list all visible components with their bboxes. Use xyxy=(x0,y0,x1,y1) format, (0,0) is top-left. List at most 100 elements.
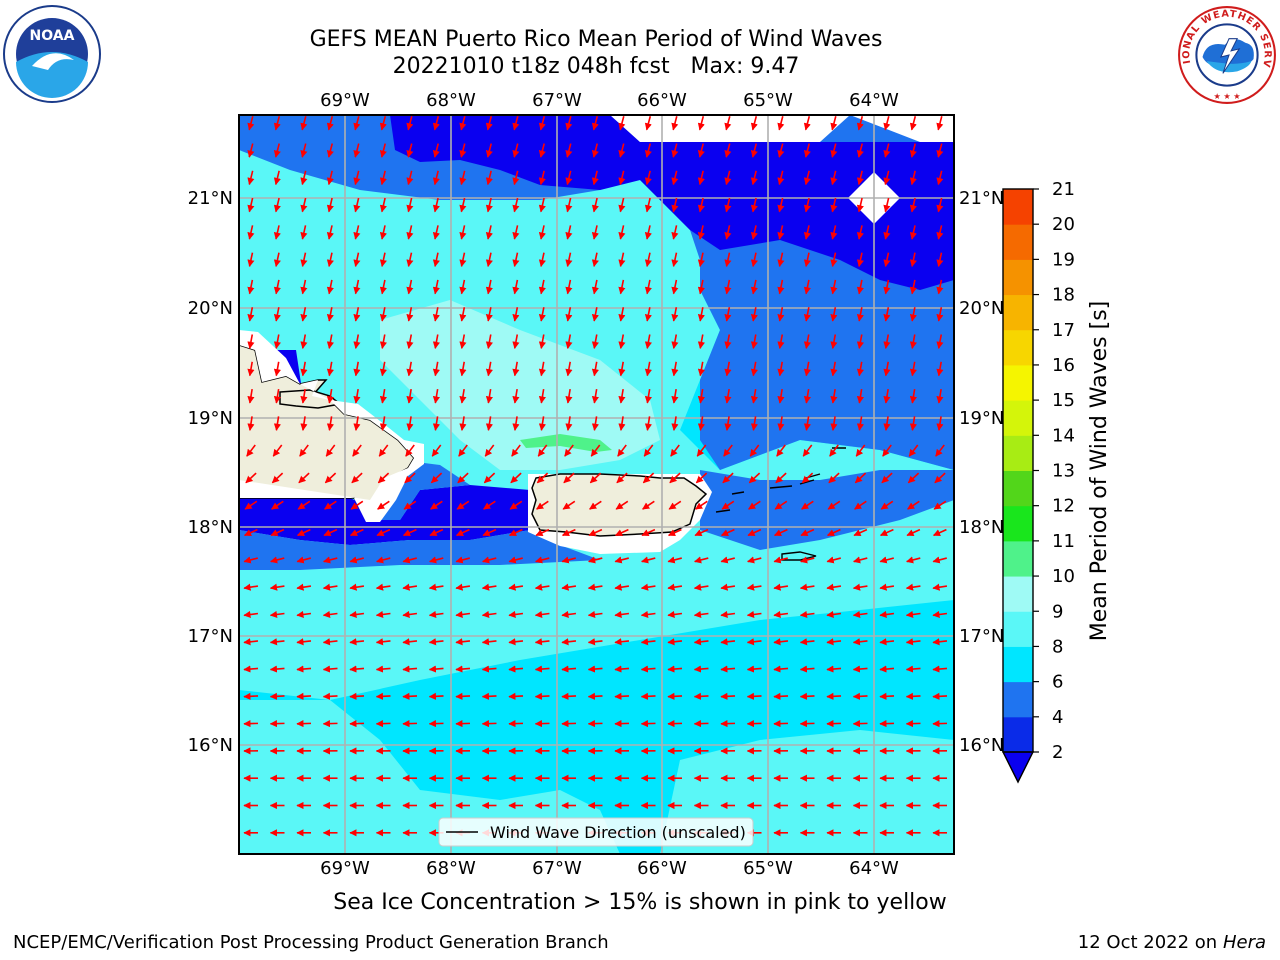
wind-wave-arrow xyxy=(830,388,838,404)
wind-wave-arrow xyxy=(538,143,546,158)
wind-wave-arrow xyxy=(830,143,838,158)
lon-label-top: 64°W xyxy=(849,90,899,111)
wind-wave-arrow xyxy=(640,692,656,700)
colorbar-swatch xyxy=(1003,400,1033,436)
wind-wave-arrow xyxy=(459,252,467,268)
wind-wave-arrow xyxy=(561,638,577,646)
wind-wave-arrow xyxy=(300,116,308,131)
wind-wave-arrow xyxy=(614,583,630,591)
wind-wave-arrow xyxy=(300,307,308,322)
colorbar-swatch xyxy=(1003,259,1033,296)
wind-wave-arrow xyxy=(432,416,440,431)
wind-wave-arrow xyxy=(273,334,281,349)
colorbar-tick-label: 10 xyxy=(1052,566,1075,587)
colorbar-tick-label: 9 xyxy=(1052,601,1063,622)
wind-wave-arrow xyxy=(322,665,338,673)
wind-wave-arrow xyxy=(353,279,361,295)
wind-wave-arrow xyxy=(644,307,652,322)
wind-wave-arrow xyxy=(773,583,789,591)
wind-wave-arrow xyxy=(697,361,705,377)
wind-wave-arrow xyxy=(618,334,626,349)
wind-wave-arrow xyxy=(485,143,493,158)
wind-wave-arrow xyxy=(379,197,387,213)
lon-label-top: 69°W xyxy=(320,90,370,111)
wind-wave-arrow xyxy=(508,583,524,591)
wind-wave-arrow xyxy=(879,556,894,564)
wind-wave-arrow xyxy=(777,361,785,377)
wind-wave-arrow xyxy=(671,361,679,377)
wind-wave-arrow xyxy=(724,388,732,404)
wind-wave-arrow xyxy=(905,665,921,673)
wind-wave-arrow xyxy=(459,279,467,295)
wind-wave-arrow xyxy=(750,252,758,268)
lat-label-left: 18°N xyxy=(188,517,233,538)
wind-wave-arrow xyxy=(932,665,948,673)
wind-wave-arrow xyxy=(296,665,312,673)
wind-wave-arrow xyxy=(852,610,868,619)
wind-wave-arrow xyxy=(590,444,601,457)
wind-wave-arrow xyxy=(746,692,762,700)
wind-wave-arrow xyxy=(511,444,521,457)
wind-wave-arrow xyxy=(640,610,656,619)
wind-wave-arrow xyxy=(353,388,361,404)
wind-wave-arrow xyxy=(297,500,311,510)
colorbar-swatch xyxy=(1003,611,1033,647)
wind-wave-arrow xyxy=(697,307,705,322)
wind-wave-arrow xyxy=(936,197,944,213)
wind-wave-arrow xyxy=(883,334,891,349)
wind-wave-arrow xyxy=(909,170,917,186)
wind-wave-arrow xyxy=(697,170,705,186)
wind-wave-arrow xyxy=(589,472,602,484)
wind-wave-arrow xyxy=(459,334,467,349)
wind-wave-arrow xyxy=(402,638,418,646)
wind-wave-arrow xyxy=(243,528,258,537)
wind-wave-arrow xyxy=(512,279,520,295)
wind-wave-arrow xyxy=(485,197,493,213)
wind-wave-arrow xyxy=(402,610,418,619)
footer-branch: NCEP/EMC/Verification Post Processing Pr… xyxy=(13,932,609,953)
wind-wave-arrow xyxy=(379,225,387,240)
wind-wave-arrow xyxy=(512,388,520,404)
colorbar-swatch xyxy=(1003,540,1033,577)
lat-label-right: 16°N xyxy=(959,735,1004,756)
wind-wave-arrow xyxy=(323,528,338,537)
wind-wave-arrow xyxy=(432,334,440,349)
wind-wave-arrow xyxy=(300,334,308,349)
wind-wave-arrow xyxy=(591,197,599,213)
wind-wave-arrow xyxy=(429,556,444,564)
wind-wave-arrow xyxy=(694,528,709,537)
wind-wave-arrow xyxy=(750,388,758,404)
wind-wave-arrow xyxy=(909,252,917,268)
wind-wave-arrow xyxy=(379,388,387,404)
wind-wave-arrow xyxy=(695,472,708,484)
wind-wave-arrow xyxy=(273,279,281,295)
colorbar-tick-label: 8 xyxy=(1052,636,1063,657)
wind-wave-arrow xyxy=(349,638,365,646)
lat-label-left: 16°N xyxy=(188,735,233,756)
lon-label-bottom: 66°W xyxy=(637,858,687,879)
wind-wave-arrow xyxy=(803,334,811,349)
wind-wave-arrow xyxy=(300,225,308,240)
wind-wave-arrow xyxy=(512,252,520,268)
wind-wave-arrow xyxy=(538,279,546,295)
wind-wave-arrow xyxy=(853,528,868,537)
wind-wave-arrow xyxy=(300,416,308,431)
wind-wave-arrow xyxy=(773,692,789,700)
colorbar-tick-label: 2 xyxy=(1052,742,1063,763)
wind-wave-arrow xyxy=(271,500,284,510)
wind-wave-arrow xyxy=(561,610,577,619)
wind-wave-arrow xyxy=(643,444,654,457)
wind-wave-arrow xyxy=(538,334,546,349)
wind-wave-arrow xyxy=(406,197,414,213)
wind-wave-arrow xyxy=(936,361,944,377)
wind-wave-arrow xyxy=(856,197,864,213)
wind-wave-arrow xyxy=(587,638,603,646)
wind-wave-arrow xyxy=(614,665,630,673)
colorbar-tick-label: 20 xyxy=(1052,214,1075,235)
map-legend: Wind Wave Direction (unscaled) xyxy=(438,817,754,847)
wind-wave-arrow xyxy=(375,665,391,673)
colorbar-tick-label: 4 xyxy=(1052,707,1063,728)
contour-blue-east-islands xyxy=(700,470,954,550)
wind-wave-arrow xyxy=(720,528,735,537)
wind-wave-arrow xyxy=(667,692,683,700)
